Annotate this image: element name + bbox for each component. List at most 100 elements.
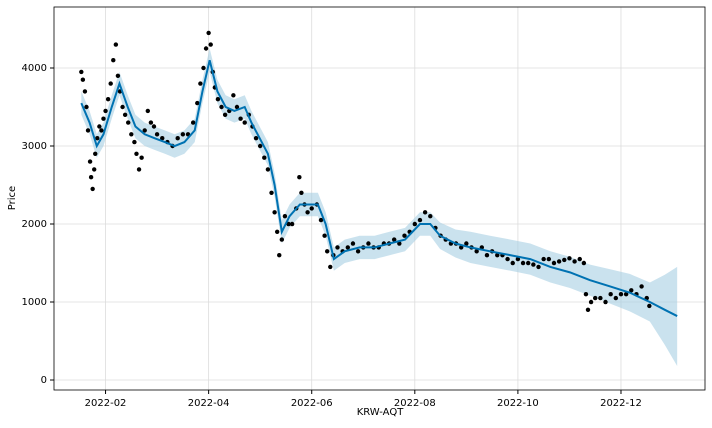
observed-point (577, 256, 582, 262)
observed-point (299, 190, 304, 196)
observed-point (92, 167, 97, 172)
observed-point (588, 299, 594, 305)
y-tick-label: 2000 (22, 219, 47, 230)
observed-point (257, 143, 263, 149)
observed-point (219, 104, 224, 110)
observed-point (132, 139, 137, 145)
observed-point (95, 136, 100, 141)
observed-point (99, 128, 104, 133)
observed-point (309, 206, 314, 211)
observed-point (145, 108, 151, 114)
observed-point (402, 233, 407, 238)
observed-point (422, 210, 428, 215)
observed-point (90, 186, 95, 192)
x-tick-label: 2022-08 (394, 398, 436, 409)
observed-point (324, 249, 330, 254)
x-tick-label: 2022-12 (600, 398, 642, 409)
observed-point (297, 175, 302, 180)
observed-point (464, 241, 469, 246)
observed-point (84, 104, 89, 110)
observed-point (160, 136, 165, 141)
x-tick-label: 2022-10 (497, 398, 539, 409)
observed-point (113, 42, 119, 47)
observed-point (585, 307, 591, 313)
observed-point (520, 260, 526, 266)
observed-point (97, 124, 102, 129)
observed-point (269, 190, 274, 196)
observed-point (253, 136, 259, 141)
y-tick-label: 3000 (22, 141, 47, 152)
observed-point (484, 253, 490, 258)
observed-point (366, 241, 371, 246)
observed-point (80, 77, 86, 82)
observed-point (142, 128, 147, 133)
y-tick-label: 4000 (22, 63, 47, 74)
observed-point (345, 245, 351, 250)
observed-point (526, 260, 531, 266)
observed-point (458, 245, 464, 250)
observed-point (391, 237, 397, 242)
observed-point (111, 57, 116, 63)
observed-point (208, 42, 213, 47)
observed-point (618, 292, 624, 297)
observed-point (215, 97, 221, 102)
observed-point (103, 108, 108, 114)
observed-point (551, 260, 557, 266)
observed-point (134, 151, 139, 157)
observed-point (623, 292, 629, 297)
observed-point (583, 292, 589, 297)
observed-point (598, 295, 603, 301)
observed-point (129, 132, 134, 137)
observed-point (318, 217, 324, 223)
observed-point (175, 136, 180, 141)
observed-point (139, 155, 144, 160)
observed-point (108, 81, 113, 86)
observed-point (231, 93, 236, 98)
observed-point (567, 256, 572, 261)
observed-point (603, 299, 608, 305)
observed-point (151, 124, 157, 129)
observed-point (286, 221, 291, 227)
observed-point (593, 295, 598, 301)
plot-frame (53, 6, 706, 391)
observed-point (115, 73, 121, 78)
observed-point (277, 253, 282, 258)
observed-point (101, 116, 106, 121)
observed-point (201, 65, 206, 71)
y-tick-label: 0 (41, 375, 47, 386)
observed-point (190, 120, 196, 125)
observed-point (412, 221, 418, 227)
observed-point (328, 264, 333, 270)
observed-point (122, 112, 128, 118)
observed-point (222, 112, 228, 118)
observed-point (180, 132, 186, 137)
observed-point (136, 167, 142, 172)
x-tick-label: 2022-02 (85, 398, 127, 409)
forecast-line (80, 59, 678, 317)
observed-point (282, 214, 288, 219)
observed-point (397, 241, 402, 246)
observed-point (647, 303, 652, 309)
observed-point (515, 256, 521, 262)
observed-point (120, 104, 125, 110)
observed-point (510, 260, 515, 266)
observed-point (305, 210, 310, 215)
observed-point (82, 89, 88, 94)
observed-point (495, 253, 500, 258)
observed-point (629, 288, 634, 293)
observed-point (265, 167, 271, 172)
observed-point (154, 132, 160, 137)
y-axis-label: Price (7, 186, 18, 210)
observed-point (203, 46, 209, 51)
observed-point (536, 264, 541, 270)
x-tick-label: 2022-04 (188, 398, 230, 409)
x-tick-label: 2022-06 (291, 398, 333, 409)
observed-point (556, 259, 562, 264)
observed-point (350, 241, 356, 246)
observed-point (355, 249, 361, 254)
x-axis-label: KRW-AQT (357, 407, 405, 418)
observed-point (639, 284, 644, 289)
observed-point (126, 120, 131, 125)
observed-point (417, 217, 423, 223)
